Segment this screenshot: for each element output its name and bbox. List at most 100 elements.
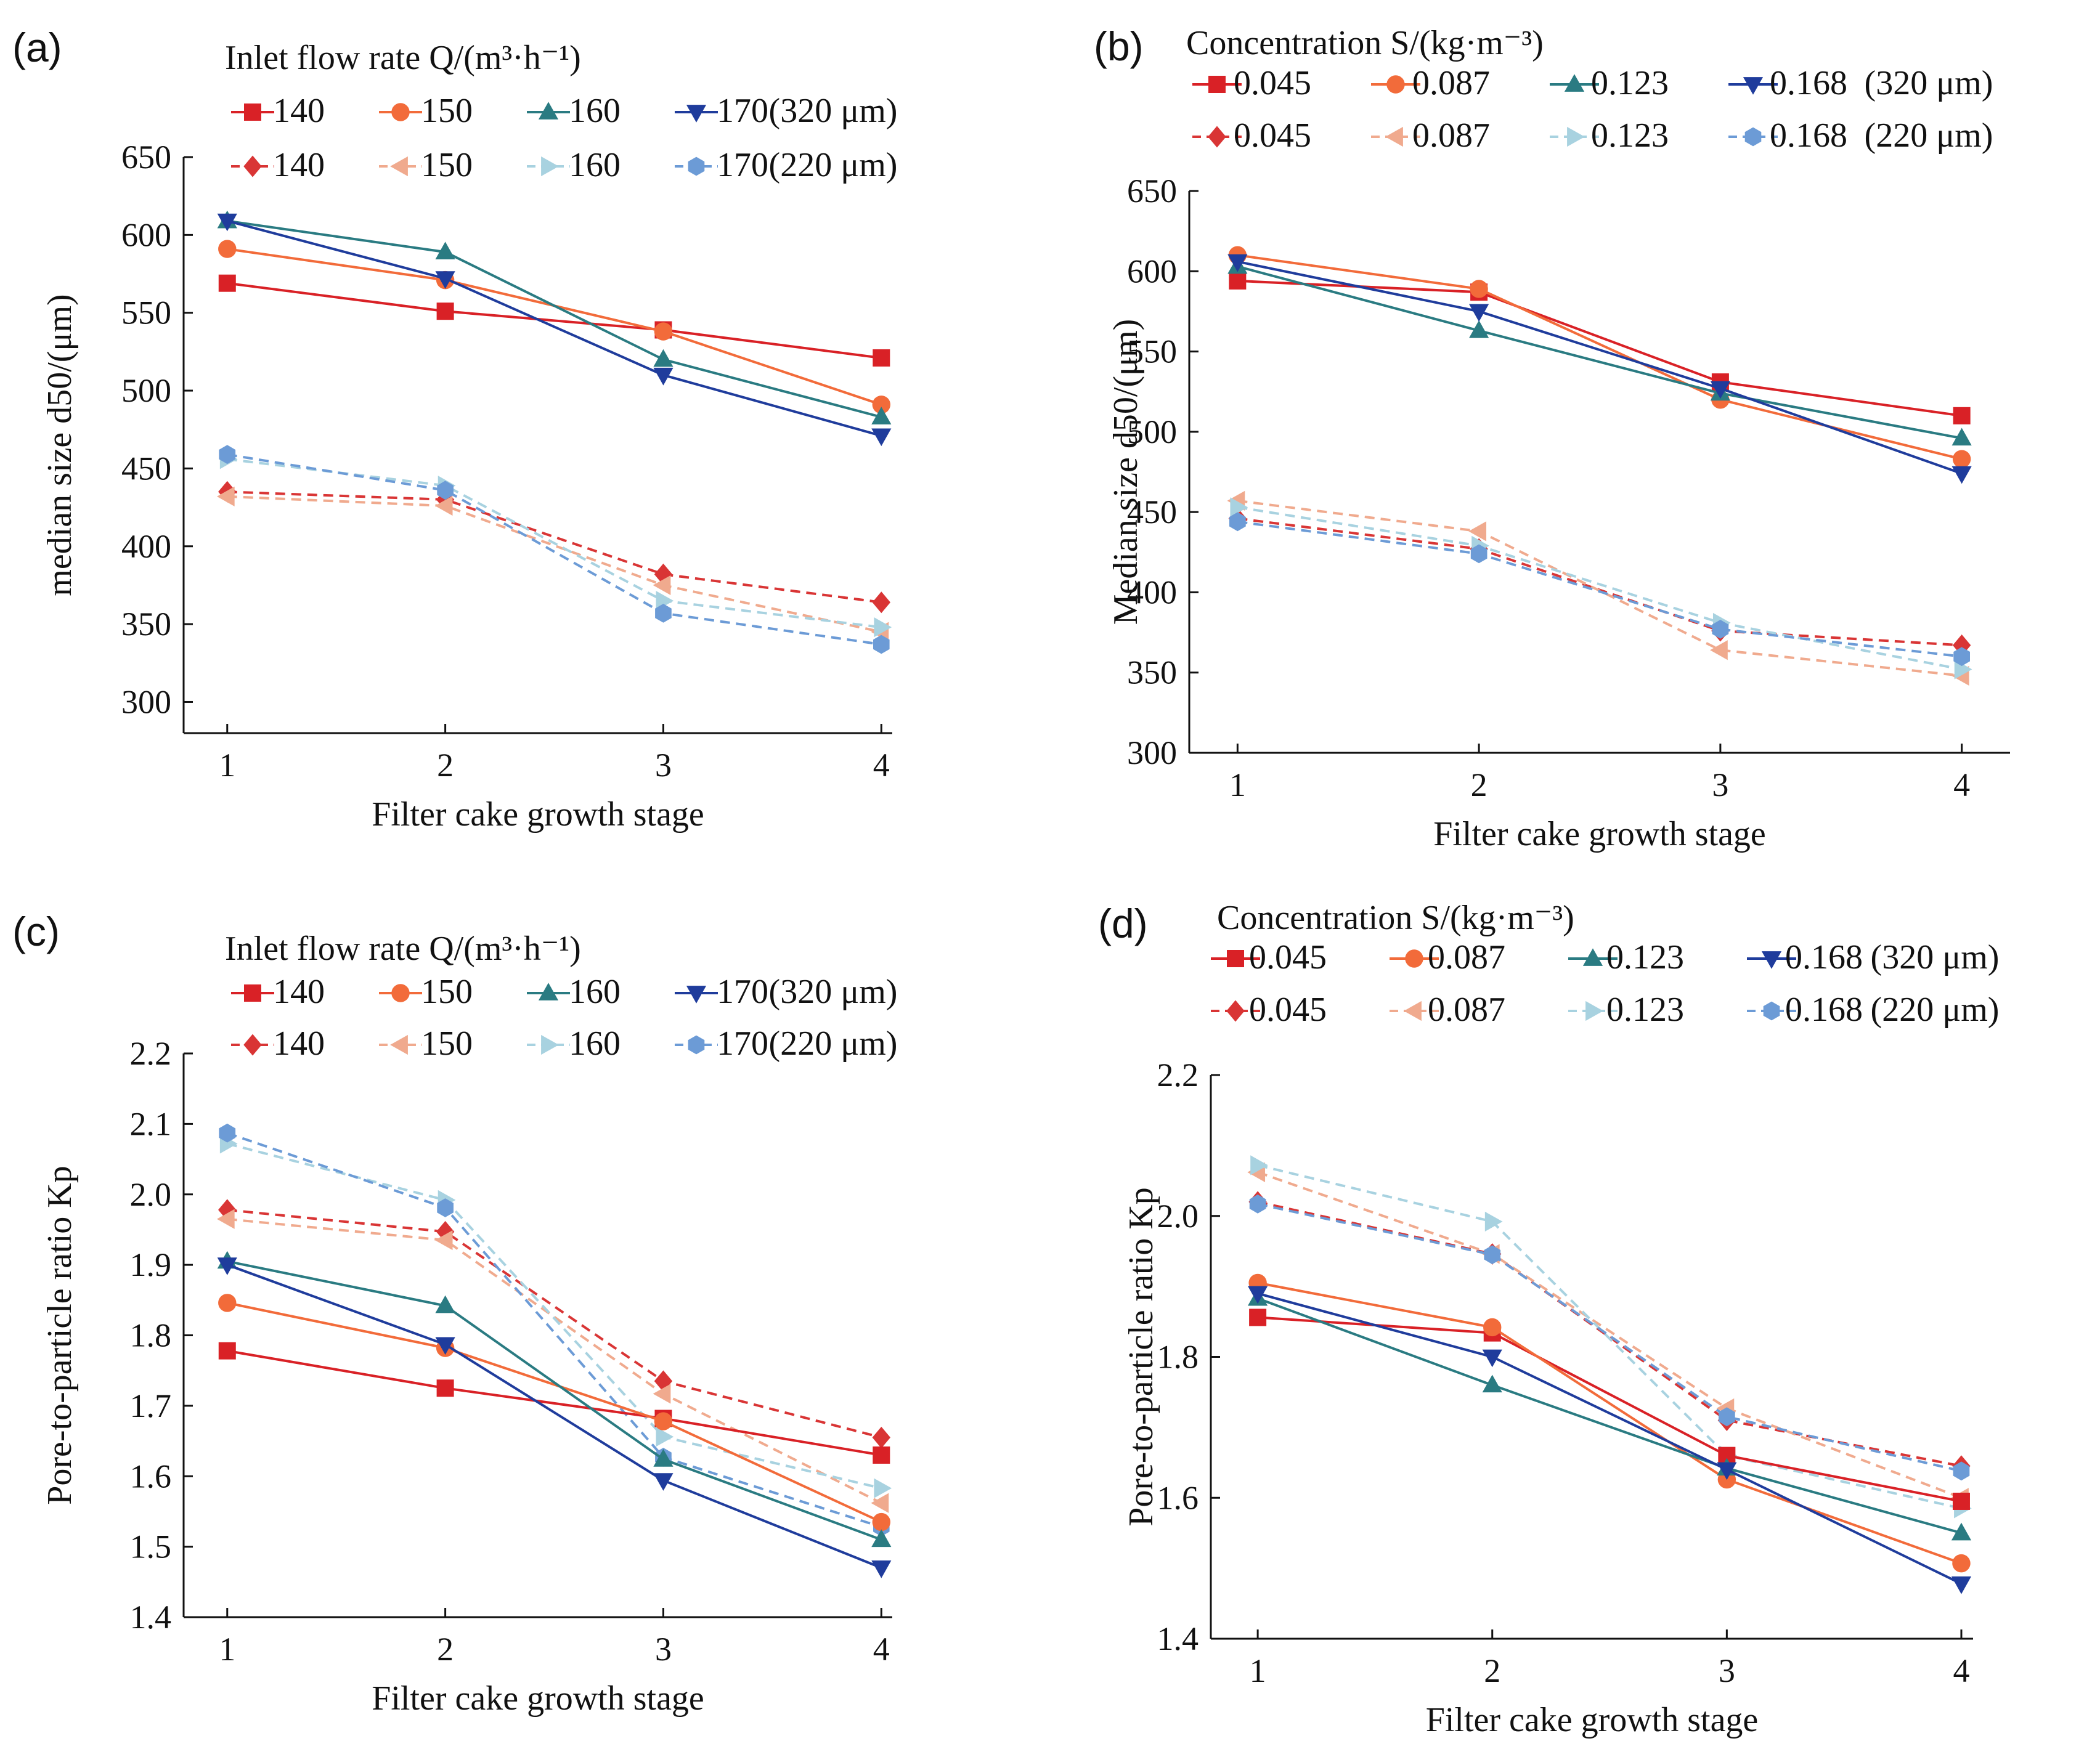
data-point xyxy=(874,617,892,638)
legend-title: Concentration S/(kg·m⁻³) xyxy=(1217,899,1574,937)
legend-marker xyxy=(541,1034,559,1055)
data-point xyxy=(434,495,453,516)
data-point xyxy=(219,445,236,465)
legend-marker xyxy=(1386,75,1405,94)
data-point xyxy=(871,1493,889,1513)
data-point xyxy=(435,271,455,289)
data-point xyxy=(435,241,455,260)
y-axis-title: Pore-to-particle ratio Kp xyxy=(1122,1187,1160,1526)
legend-label: 0.045 xyxy=(1249,991,1327,1029)
legend-marker xyxy=(541,156,559,177)
legend-marker xyxy=(686,986,707,1004)
data-point xyxy=(1952,450,1971,468)
data-point xyxy=(216,486,235,506)
series-line xyxy=(227,1217,882,1504)
legend-marker xyxy=(1585,1000,1603,1021)
series xyxy=(219,1123,890,1536)
legend-label: 0.045 xyxy=(1234,116,1311,155)
data-point xyxy=(1249,1309,1267,1326)
x-tick-label: 2 xyxy=(437,1631,454,1668)
y-tick-label: 600 xyxy=(121,216,171,253)
series xyxy=(219,445,890,654)
series-line xyxy=(227,495,882,633)
series xyxy=(219,449,892,638)
data-point xyxy=(653,367,674,386)
data-point xyxy=(436,1379,454,1397)
data-point xyxy=(1469,320,1489,338)
legend-group-label: (220 μm) xyxy=(1865,116,1993,155)
data-point xyxy=(653,349,674,367)
x-axis-title: Filter cake growth stage xyxy=(372,1679,704,1718)
data-point xyxy=(871,1560,892,1578)
legend-label: 0.087 xyxy=(1412,64,1490,102)
data-point xyxy=(872,591,891,614)
series xyxy=(1227,256,1972,446)
data-point xyxy=(1230,497,1248,517)
legend-label: 150 xyxy=(421,146,473,184)
legend-label: 150 xyxy=(421,1025,473,1063)
legend-label: 0.123 xyxy=(1606,938,1684,976)
legend-marker xyxy=(1208,126,1226,148)
legend-label: 170 xyxy=(717,1025,768,1063)
legend-label: 160 xyxy=(569,92,621,130)
x-tick-label: 2 xyxy=(1471,766,1488,803)
data-point xyxy=(871,407,892,424)
data-point xyxy=(1710,381,1730,399)
series xyxy=(1229,272,1971,424)
series xyxy=(1228,508,1971,656)
legend-label: 0.123 xyxy=(1606,991,1684,1029)
data-point xyxy=(1719,1407,1735,1427)
series xyxy=(217,213,892,447)
series-line xyxy=(1257,1281,1962,1565)
y-tick-label: 1.6 xyxy=(130,1458,172,1495)
series-line xyxy=(227,490,882,604)
legend-group-label: (220 μm) xyxy=(1871,991,2000,1029)
legend-title: Inlet flow rate Q/(m³·h⁻¹) xyxy=(225,930,581,968)
data-point xyxy=(873,349,890,367)
series-line xyxy=(1237,279,1962,417)
legend-marker xyxy=(688,1035,705,1055)
x-tick-label: 3 xyxy=(655,747,672,784)
data-point xyxy=(1484,1245,1501,1265)
series-line xyxy=(1257,1316,1962,1503)
data-point xyxy=(655,604,672,623)
legend-label: 150 xyxy=(421,973,473,1011)
data-point xyxy=(1250,1155,1268,1175)
series-line xyxy=(227,219,882,437)
x-tick-label: 4 xyxy=(1953,766,1970,803)
legend-group-label: (320 μm) xyxy=(769,92,898,130)
y-axis-title: Median size d50/(μm) xyxy=(1107,319,1145,625)
y-tick-label: 2.1 xyxy=(130,1105,172,1142)
series-line xyxy=(1237,506,1962,671)
series-line xyxy=(1257,1164,1962,1510)
series-line xyxy=(227,1260,882,1541)
legend-marker xyxy=(1385,126,1403,147)
legend-label: 170 xyxy=(717,92,768,130)
legend-label: 0.123 xyxy=(1591,64,1669,102)
series xyxy=(1228,246,1971,468)
legend-label: 0.045 xyxy=(1234,64,1311,102)
y-tick-label: 1.9 xyxy=(130,1246,172,1283)
legend-marker xyxy=(1564,74,1585,92)
series-line xyxy=(227,1142,882,1490)
series-line xyxy=(227,1132,882,1528)
data-point xyxy=(1227,254,1248,272)
data-point xyxy=(1482,1374,1502,1393)
data-point xyxy=(1953,647,1970,667)
data-point xyxy=(1469,304,1489,322)
data-point xyxy=(1248,1286,1268,1304)
series-line xyxy=(227,458,882,629)
data-point xyxy=(1953,1461,1970,1481)
legend-group-label: (220 μm) xyxy=(769,146,898,184)
legend-label: 170 xyxy=(717,146,768,184)
legend-label: 0.045 xyxy=(1249,938,1327,976)
y-tick-label: 300 xyxy=(121,683,171,720)
data-point xyxy=(872,1512,891,1532)
legend-marker xyxy=(244,103,261,121)
y-tick-label: 1.7 xyxy=(130,1387,172,1424)
panel-c-label: (c) xyxy=(12,909,60,954)
data-point xyxy=(216,1209,235,1229)
series xyxy=(217,1257,892,1578)
data-point xyxy=(874,1478,892,1498)
legend-label: 160 xyxy=(569,146,621,184)
